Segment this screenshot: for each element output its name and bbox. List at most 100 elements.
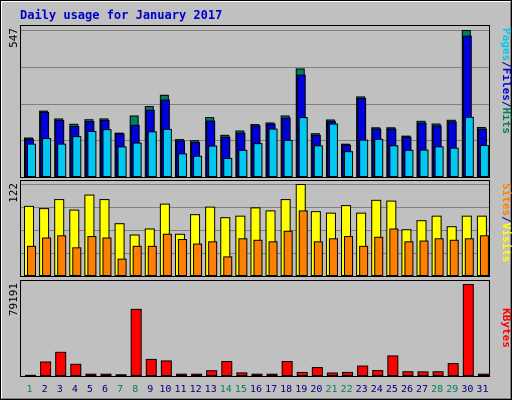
day-label: 13 <box>205 384 217 395</box>
kbytes-bar <box>55 351 67 376</box>
day-label: 31 <box>476 384 488 395</box>
pages-bar <box>177 153 187 177</box>
visits-sites-bars <box>24 184 489 277</box>
sites-bar <box>464 238 474 276</box>
legend-entry: / <box>500 216 512 223</box>
pages-bar <box>404 149 414 178</box>
visits-axis-max-label: 122 <box>7 183 20 203</box>
day-label: 27 <box>416 384 428 395</box>
day-label: 4 <box>72 384 78 395</box>
hits-axis-max-label: 547 <box>7 28 20 48</box>
kbytes-bar <box>432 371 444 377</box>
kbytes-bar <box>266 373 278 377</box>
day-label: 24 <box>371 384 383 395</box>
kbytes-bar <box>402 371 414 377</box>
sites-bar <box>434 238 444 276</box>
day-label: 22 <box>341 384 353 395</box>
pages-bar <box>42 138 52 178</box>
kbytes-bar <box>40 361 52 377</box>
pages-bar <box>434 146 444 177</box>
day-label: 10 <box>159 384 171 395</box>
day-label: 20 <box>310 384 322 395</box>
pages-bar <box>359 139 369 177</box>
pages-bar <box>313 145 323 177</box>
legend-entry: Sites <box>500 183 512 216</box>
sites-bar <box>57 235 67 276</box>
pages-bar <box>27 143 36 178</box>
pages-bar <box>253 143 263 178</box>
legend-entry: Pages <box>500 28 512 61</box>
day-label: 6 <box>102 384 108 395</box>
sites-visits-legend: Sites/Visits <box>500 183 512 263</box>
pages-bar <box>193 155 203 177</box>
chart-title: Daily usage for January 2017 <box>20 8 222 22</box>
sites-bar <box>404 241 414 277</box>
legend-entry: / <box>500 61 512 68</box>
pages-bar <box>479 145 489 178</box>
kbytes-bar <box>447 363 459 376</box>
day-label: 16 <box>250 384 262 395</box>
day-label: 3 <box>57 384 63 395</box>
day-label: 18 <box>280 384 292 395</box>
kbytes-bar <box>130 308 142 376</box>
kbytes-bar <box>145 358 157 376</box>
day-label: 8 <box>132 384 138 395</box>
kbytes-panel <box>20 280 490 377</box>
kbytes-bar <box>221 361 233 377</box>
kbytes-bar <box>477 373 489 377</box>
pages-bar <box>298 117 308 177</box>
pages-bar <box>449 147 459 177</box>
day-label: 23 <box>356 384 368 395</box>
pages-bar <box>162 128 172 178</box>
sites-bar <box>162 233 172 276</box>
kbytes-bar <box>251 373 263 377</box>
day-label: 25 <box>386 384 398 395</box>
kbytes-bar <box>236 372 248 377</box>
pages-bar <box>268 128 278 178</box>
pages-bar <box>328 123 338 178</box>
sites-bar <box>419 240 429 276</box>
sites-bar <box>449 239 459 277</box>
kbytes-bar <box>387 355 399 376</box>
pages-bar <box>102 129 112 177</box>
day-label: 2 <box>42 384 48 395</box>
sites-bar <box>208 241 218 277</box>
pages-bar <box>283 139 293 177</box>
sites-bar <box>359 245 369 276</box>
kbytes-legend: KBytes <box>500 308 512 348</box>
sites-bar <box>132 245 142 276</box>
kbytes-bar <box>372 370 384 376</box>
kbytes-bars <box>25 284 489 377</box>
pages-bar <box>87 131 97 177</box>
legend-entry: Hits <box>500 108 512 135</box>
sites-bar <box>253 239 263 277</box>
pages-bar <box>344 151 354 177</box>
day-label: 21 <box>325 384 337 395</box>
kbytes-bar <box>160 360 172 377</box>
pages-bar <box>57 143 67 178</box>
sites-bar <box>374 236 384 276</box>
day-label: 11 <box>174 384 186 395</box>
day-label: 28 <box>431 384 443 395</box>
pages-bar <box>117 146 127 177</box>
kbytes-bar <box>85 373 97 377</box>
sites-bar <box>193 243 203 277</box>
legend-entry: Files <box>500 68 512 101</box>
kbytes-bar <box>281 361 293 377</box>
pages-bar <box>147 131 157 177</box>
sites-bar <box>328 238 338 276</box>
pages-bar <box>72 136 82 177</box>
pages-bar <box>208 145 218 177</box>
day-label: 26 <box>401 384 413 395</box>
kbytes-bar <box>100 373 112 377</box>
sites-bar <box>389 228 399 277</box>
sites-bar <box>117 258 127 276</box>
pages-bar <box>223 157 233 177</box>
sites-bar <box>42 237 52 276</box>
kbytes-bar <box>417 371 429 376</box>
day-label: 5 <box>87 384 93 395</box>
kbytes-bar <box>311 367 323 376</box>
sites-bar <box>238 238 248 276</box>
kbytes-bar <box>462 284 474 376</box>
